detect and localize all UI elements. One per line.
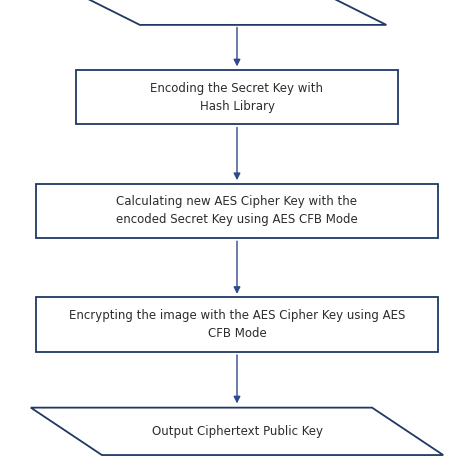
Text: Output Ciphertext Public Key: Output Ciphertext Public Key (152, 425, 322, 438)
Text: Calculating new AES Cipher Key with the
encoded Secret Key using AES CFB Mode: Calculating new AES Cipher Key with the … (116, 195, 358, 227)
Text: Encoding the Secret Key with
Hash Library: Encoding the Secret Key with Hash Librar… (151, 82, 323, 113)
Bar (76, 70, 398, 124)
Polygon shape (31, 408, 443, 455)
Bar (36, 183, 438, 238)
Text: Encrypting the image with the AES Cipher Key using AES
CFB Mode: Encrypting the image with the AES Cipher… (69, 309, 405, 340)
Bar (36, 298, 438, 352)
Polygon shape (88, 0, 386, 25)
